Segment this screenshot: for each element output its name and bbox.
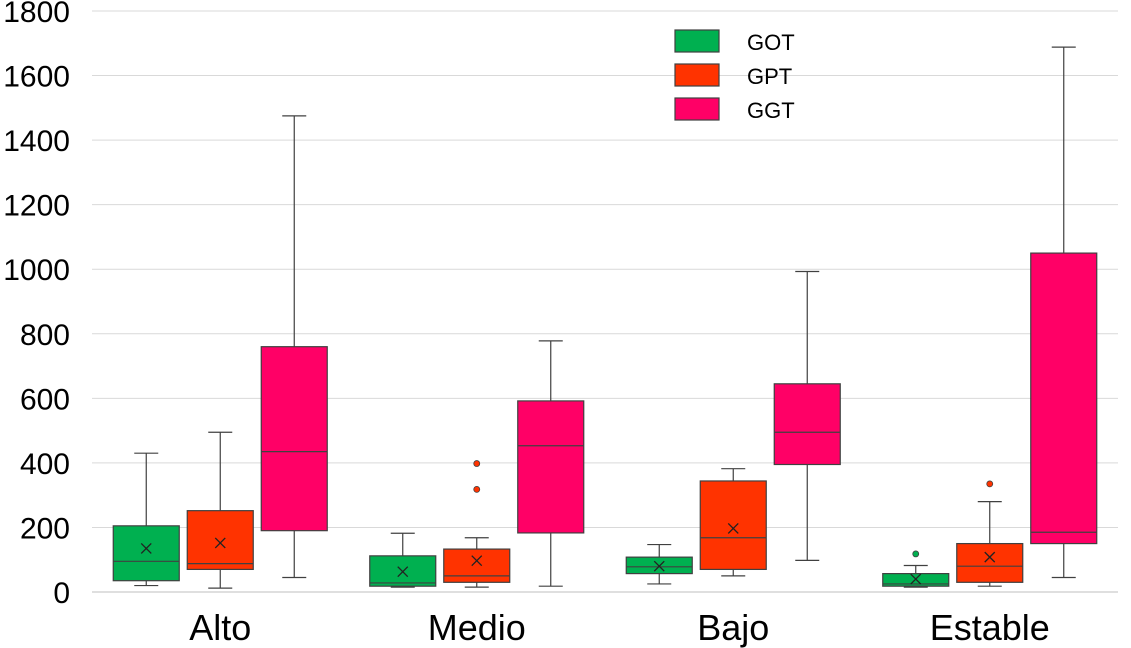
outlier-0: [986, 480, 994, 488]
y-tick-label-1000: 1000: [3, 254, 70, 287]
mean-marker-b: [214, 537, 226, 549]
outlier-0: [473, 485, 481, 493]
mean-marker-b: [727, 522, 739, 534]
box-iqr: [260, 346, 328, 532]
box-iqr: [517, 400, 585, 534]
grid-lines: [92, 10, 1118, 593]
box-iqr: [112, 525, 180, 582]
box-ggt-alto: [260, 115, 328, 579]
box-iqr: [1030, 252, 1098, 545]
x-tick-label-medio: Medio: [428, 607, 526, 648]
outlier-0: [912, 550, 920, 558]
box-gpt-medio: [443, 460, 511, 588]
legend-entry-gpt: GPT: [674, 63, 792, 89]
legend-entry-got: GOT: [674, 29, 795, 55]
box-iqr: [956, 542, 1024, 583]
box-gpt-alto: [186, 431, 254, 589]
box-ggt-bajo: [773, 270, 841, 561]
box-got-estable: [882, 550, 950, 588]
y-tick-label-1200: 1200: [3, 190, 70, 223]
y-tick-label-800: 800: [20, 319, 70, 352]
legend-entry-ggt: GGT: [674, 97, 795, 123]
mean-marker-b: [984, 551, 996, 563]
x-tick-label-estable: Estable: [930, 607, 1050, 648]
mean-marker-b: [910, 573, 922, 585]
y-axis-tick-labels: 0 200 400 600 800 1000 1200 1400 1600 1800: [3, 0, 70, 610]
y-tick-label-600: 600: [20, 383, 70, 416]
box-ggt-medio: [517, 340, 585, 587]
box-iqr: [773, 383, 841, 466]
y-tick-label-1400: 1400: [3, 125, 70, 158]
mean-marker-b: [397, 566, 409, 578]
x-axis: Alto Medio Bajo Estable: [92, 591, 1118, 648]
legend-label: GPT: [747, 64, 792, 89]
legend: GOT GPT GGT: [674, 29, 795, 123]
outlier-1: [473, 460, 481, 467]
legend-swatch: [674, 97, 720, 121]
legend-label: GOT: [747, 30, 795, 55]
box-series: [112, 46, 1098, 589]
box-iqr: [699, 480, 767, 571]
y-tick-label-200: 200: [20, 512, 70, 545]
y-tick-label-400: 400: [20, 448, 70, 481]
x-tick-label-bajo: Bajo: [697, 607, 769, 648]
box-gpt-estable: [956, 480, 1024, 587]
mean-marker-b: [653, 560, 665, 572]
box-gpt-bajo: [699, 468, 767, 577]
box-got-medio: [369, 532, 437, 588]
legend-label: GGT: [747, 98, 795, 123]
legend-swatch: [674, 29, 720, 53]
y-tick-label-1800: 1800: [3, 0, 70, 29]
legend-swatch: [674, 63, 720, 87]
box-iqr: [443, 548, 511, 583]
y-tick-label-1600: 1600: [3, 61, 70, 94]
x-tick-label-alto: Alto: [189, 607, 251, 648]
mean-marker-b: [140, 542, 152, 554]
y-tick-label-0: 0: [53, 577, 70, 610]
mean-marker-b: [471, 555, 483, 567]
box-got-alto: [112, 452, 180, 587]
box-ggt-estable: [1030, 46, 1098, 579]
box-iqr: [186, 510, 254, 571]
box-got-bajo: [625, 543, 693, 585]
